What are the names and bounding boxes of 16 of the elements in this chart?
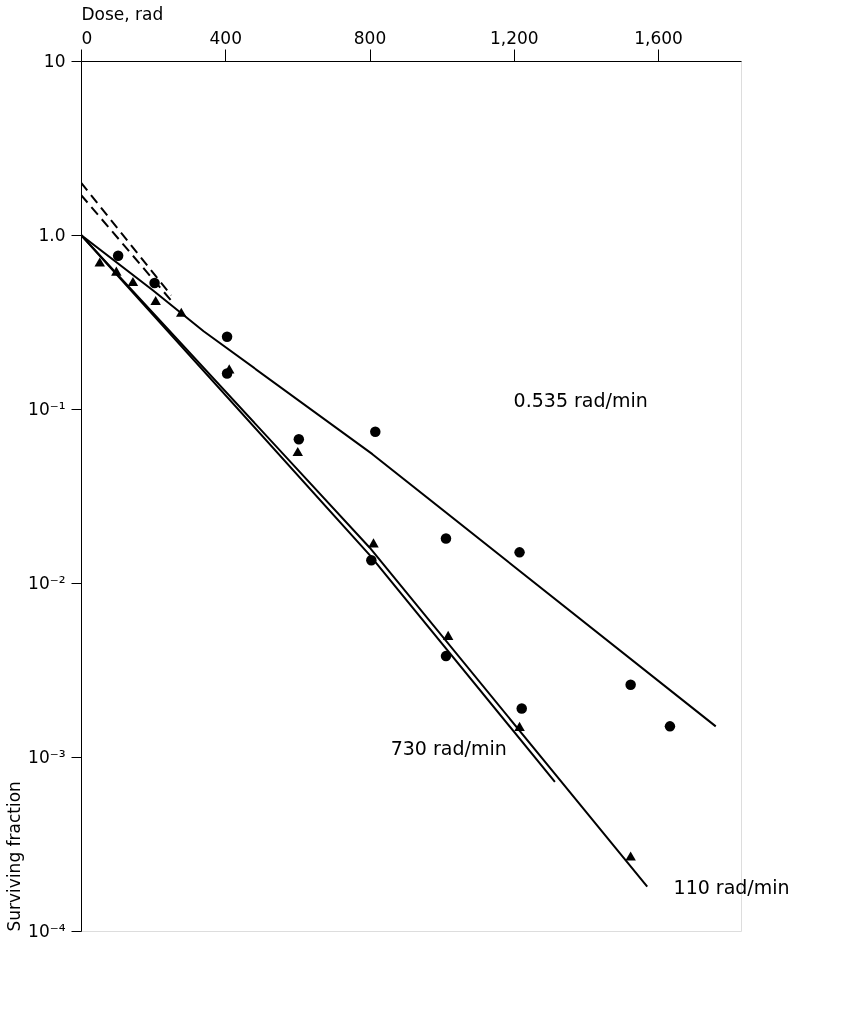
y-tick-label: 10⁻¹ <box>28 398 66 419</box>
x-tick-label: 1,600 <box>634 27 683 48</box>
x-tick-label: 0 <box>81 27 93 48</box>
x-tick-label: 400 <box>209 27 242 48</box>
y-tick-label: 10 <box>43 50 66 71</box>
y-tick-label: 10⁻² <box>28 572 66 593</box>
y-tick-label: 10⁻⁴ <box>28 920 66 941</box>
annotation: 0.535 rad/min <box>513 389 648 412</box>
x-tick-label: 1,200 <box>489 27 539 48</box>
annotation: 110 rad/min <box>673 876 790 899</box>
y-axis-title: Surviving fraction <box>4 781 25 932</box>
annotation: 730 rad/min <box>390 737 507 760</box>
x-axis-title: Dose, rad <box>81 3 164 24</box>
y-tick-label: 10⁻³ <box>28 746 66 767</box>
y-tick-label: 1.0 <box>38 224 66 245</box>
x-tick-label: 800 <box>353 27 387 48</box>
